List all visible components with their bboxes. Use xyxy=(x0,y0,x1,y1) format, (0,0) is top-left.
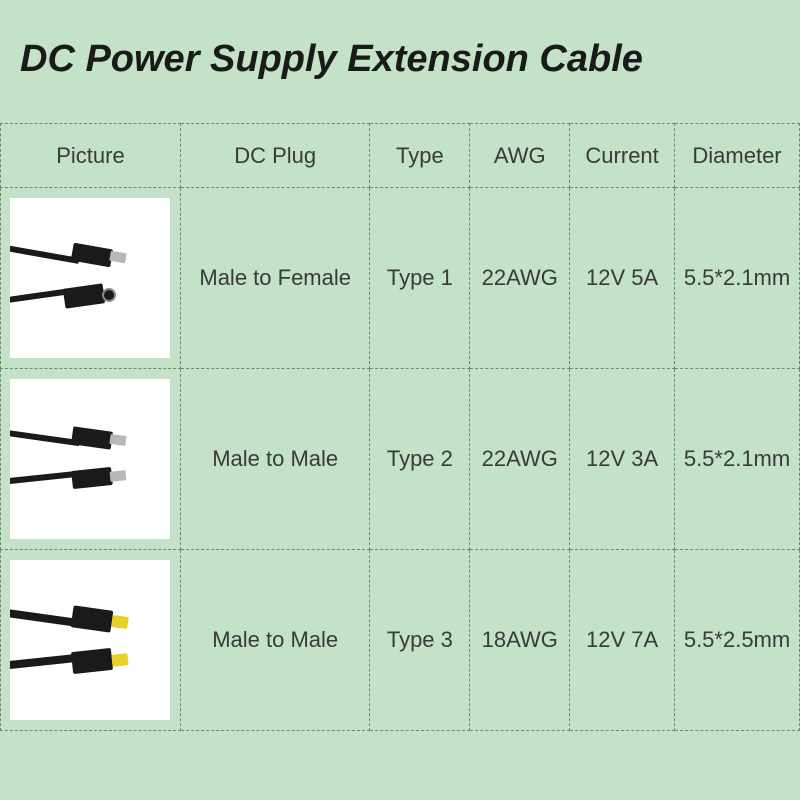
cell-type: Type 3 xyxy=(370,550,470,731)
cell-diameter: 5.5*2.5mm xyxy=(675,550,800,731)
cell-picture xyxy=(1,188,181,369)
table-row: Male to Female Type 1 22AWG 12V 5A 5.5*2… xyxy=(1,188,800,369)
col-type: Type xyxy=(370,124,470,188)
table-row: Male to Male Type 3 18AWG 12V 7A 5.5*2.5… xyxy=(1,550,800,731)
col-picture: Picture xyxy=(1,124,181,188)
cell-awg: 22AWG xyxy=(470,188,570,369)
spec-table: Picture DC Plug Type AWG Current Diamete… xyxy=(0,123,800,731)
cell-current: 12V 3A xyxy=(570,369,675,550)
table-row: Male to Male Type 2 22AWG 12V 3A 5.5*2.1… xyxy=(1,369,800,550)
product-image-male-to-male xyxy=(10,379,170,539)
product-image-male-to-female xyxy=(10,198,170,358)
cell-awg: 22AWG xyxy=(470,369,570,550)
table-header-row: Picture DC Plug Type AWG Current Diamete… xyxy=(1,124,800,188)
col-dcplug: DC Plug xyxy=(180,124,370,188)
cell-diameter: 5.5*2.1mm xyxy=(675,369,800,550)
cell-current: 12V 7A xyxy=(570,550,675,731)
page-title: DC Power Supply Extension Cable xyxy=(0,0,800,123)
cell-picture xyxy=(1,369,181,550)
cell-diameter: 5.5*2.1mm xyxy=(675,188,800,369)
cell-current: 12V 5A xyxy=(570,188,675,369)
col-diameter: Diameter xyxy=(675,124,800,188)
cell-dcplug: Male to Male xyxy=(180,369,370,550)
product-image-male-to-male-gold xyxy=(10,560,170,720)
col-current: Current xyxy=(570,124,675,188)
col-awg: AWG xyxy=(470,124,570,188)
cell-dcplug: Male to Male xyxy=(180,550,370,731)
cell-type: Type 2 xyxy=(370,369,470,550)
cell-dcplug: Male to Female xyxy=(180,188,370,369)
cell-picture xyxy=(1,550,181,731)
cell-awg: 18AWG xyxy=(470,550,570,731)
cell-type: Type 1 xyxy=(370,188,470,369)
